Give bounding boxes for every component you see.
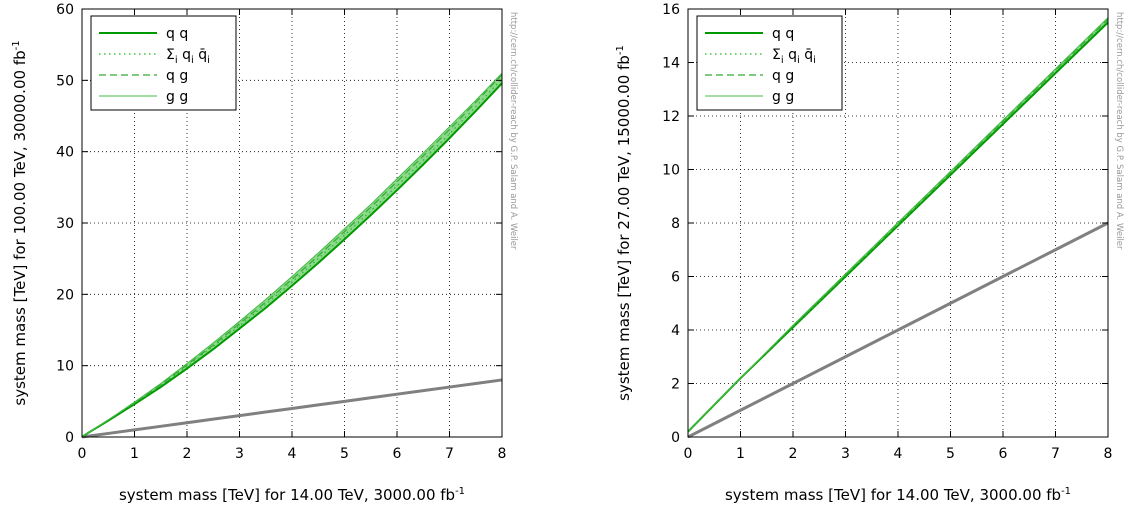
legend-sigma: Σ: [166, 47, 175, 63]
x-tick-label: 8: [1104, 446, 1113, 462]
x-tick-label: 0: [78, 446, 87, 462]
x-tick-label: 2: [789, 446, 798, 462]
x-tick-label: 6: [393, 446, 402, 462]
y-tick-label: 30: [56, 216, 74, 232]
y-tick-label: 8: [671, 216, 680, 232]
x-axis-label: system mass [TeV] for 14.00 TeV, 3000.00…: [725, 486, 1071, 504]
x-tick-label: 3: [235, 446, 244, 462]
y-tick-label: 40: [56, 145, 74, 161]
x-tick-label: 5: [340, 446, 349, 462]
x-axis-label-text: system mass [TeV] for 14.00 TeV, 3000.00…: [725, 486, 1061, 504]
y-tick-label: 10: [56, 359, 74, 375]
x-axis-label: system mass [TeV] for 14.00 TeV, 3000.00…: [119, 486, 465, 504]
x-tick-label: 8: [498, 446, 507, 462]
x-tick-label: 5: [946, 446, 955, 462]
legend-label: q g: [772, 68, 794, 84]
series-line-qq: [81, 82, 503, 438]
x-tick-label: 4: [288, 446, 297, 462]
legend-sub: i: [813, 55, 816, 66]
x-tick-label: 3: [841, 446, 850, 462]
legend-sub: i: [191, 55, 194, 66]
reference-line: [81, 378, 503, 439]
chart-100tev: 0 1 2 3 4 5 6 7 8 0 10 20 30 40 50 60 system mass [TeV] …: [11, 2, 518, 504]
series-line-gg: [81, 72, 503, 438]
x-tick-label: 6: [999, 446, 1008, 462]
x-tick-label: 7: [445, 446, 454, 462]
x-axis: 0 1 2 3 4 5 6 7 8: [78, 9, 507, 462]
x-tick-label: 1: [736, 446, 745, 462]
y-tick-label: 12: [662, 109, 680, 125]
legend-label: Σi qi q̄i: [772, 47, 816, 66]
x-axis-label-sup: -1: [455, 486, 465, 497]
credit-text: http://cern.ch/collider-reach by G.P. Sa…: [508, 12, 518, 250]
series-line-gg: [687, 17, 1109, 433]
legend-sub: i: [781, 55, 784, 66]
x-axis: 0 1 2 3 4 5 6 7 8: [684, 9, 1113, 462]
legend-q: q: [784, 47, 797, 63]
legend-label: g g: [772, 89, 794, 105]
legend-sigma: Σ: [772, 47, 781, 63]
y-tick-label: 60: [56, 2, 74, 18]
legend-box: [90, 15, 237, 111]
legend-sub: i: [797, 55, 800, 66]
y-tick-label: 16: [662, 2, 680, 18]
legend: q qΣi qi q̄iq gg g: [696, 15, 843, 111]
legend-label: q q: [772, 26, 794, 42]
legend-label: q q: [166, 26, 188, 42]
x-axis-label-sup: -1: [1061, 486, 1071, 497]
x-tick-label: 2: [183, 446, 192, 462]
legend-label: Σi qi q̄i: [166, 47, 210, 66]
legend-sub: i: [175, 55, 178, 66]
x-tick-label: 0: [684, 446, 693, 462]
y-tick-label: 10: [662, 163, 680, 179]
y-axis-label-sup: -1: [615, 45, 626, 55]
y-tick-label: 4: [671, 323, 680, 339]
y-tick-label: 2: [671, 377, 680, 393]
legend-box: [696, 15, 843, 111]
y-axis-label: system mass [TeV] for 27.00 TeV, 15000.0…: [615, 45, 633, 401]
legend-q: q: [178, 47, 191, 63]
y-axis-label-text: system mass [TeV] for 100.00 TeV, 30000.…: [11, 50, 29, 405]
y-axis-label-sup: -1: [11, 40, 22, 50]
reference-line: [687, 221, 1109, 439]
grid-lines: [688, 9, 1108, 437]
legend-qbar: q̄: [800, 47, 813, 63]
y-tick-label: 0: [671, 430, 680, 446]
y-axis: 0 10 20 30 40 50 60: [56, 2, 502, 446]
y-axis: 0 2 4 6 8 10 12 14 16: [662, 2, 1108, 446]
x-axis-label-text: system mass [TeV] for 14.00 TeV, 3000.00…: [119, 486, 455, 504]
y-tick-label: 0: [65, 430, 74, 446]
series-line-sum-qqbar: [687, 20, 1109, 433]
x-tick-label: 4: [894, 446, 903, 462]
x-tick-label: 1: [130, 446, 139, 462]
y-tick-label: 6: [671, 270, 680, 286]
legend-sub: i: [207, 55, 210, 66]
y-tick-label: 20: [56, 287, 74, 303]
credit-text: http://cern.ch/collider-reach by G.P. Sa…: [1114, 12, 1124, 250]
legend: q qΣi qi q̄iq gg g: [90, 15, 237, 111]
x-tick-label: 7: [1051, 446, 1060, 462]
y-tick-label: 14: [662, 56, 680, 72]
y-axis-label: system mass [TeV] for 100.00 TeV, 30000.…: [11, 40, 29, 405]
legend-qbar: q̄: [194, 47, 207, 63]
y-axis-label-text: system mass [TeV] for 27.00 TeV, 15000.0…: [615, 55, 633, 401]
legend-label: g g: [166, 89, 188, 105]
y-tick-label: 50: [56, 73, 74, 89]
legend-label: q g: [166, 68, 188, 84]
